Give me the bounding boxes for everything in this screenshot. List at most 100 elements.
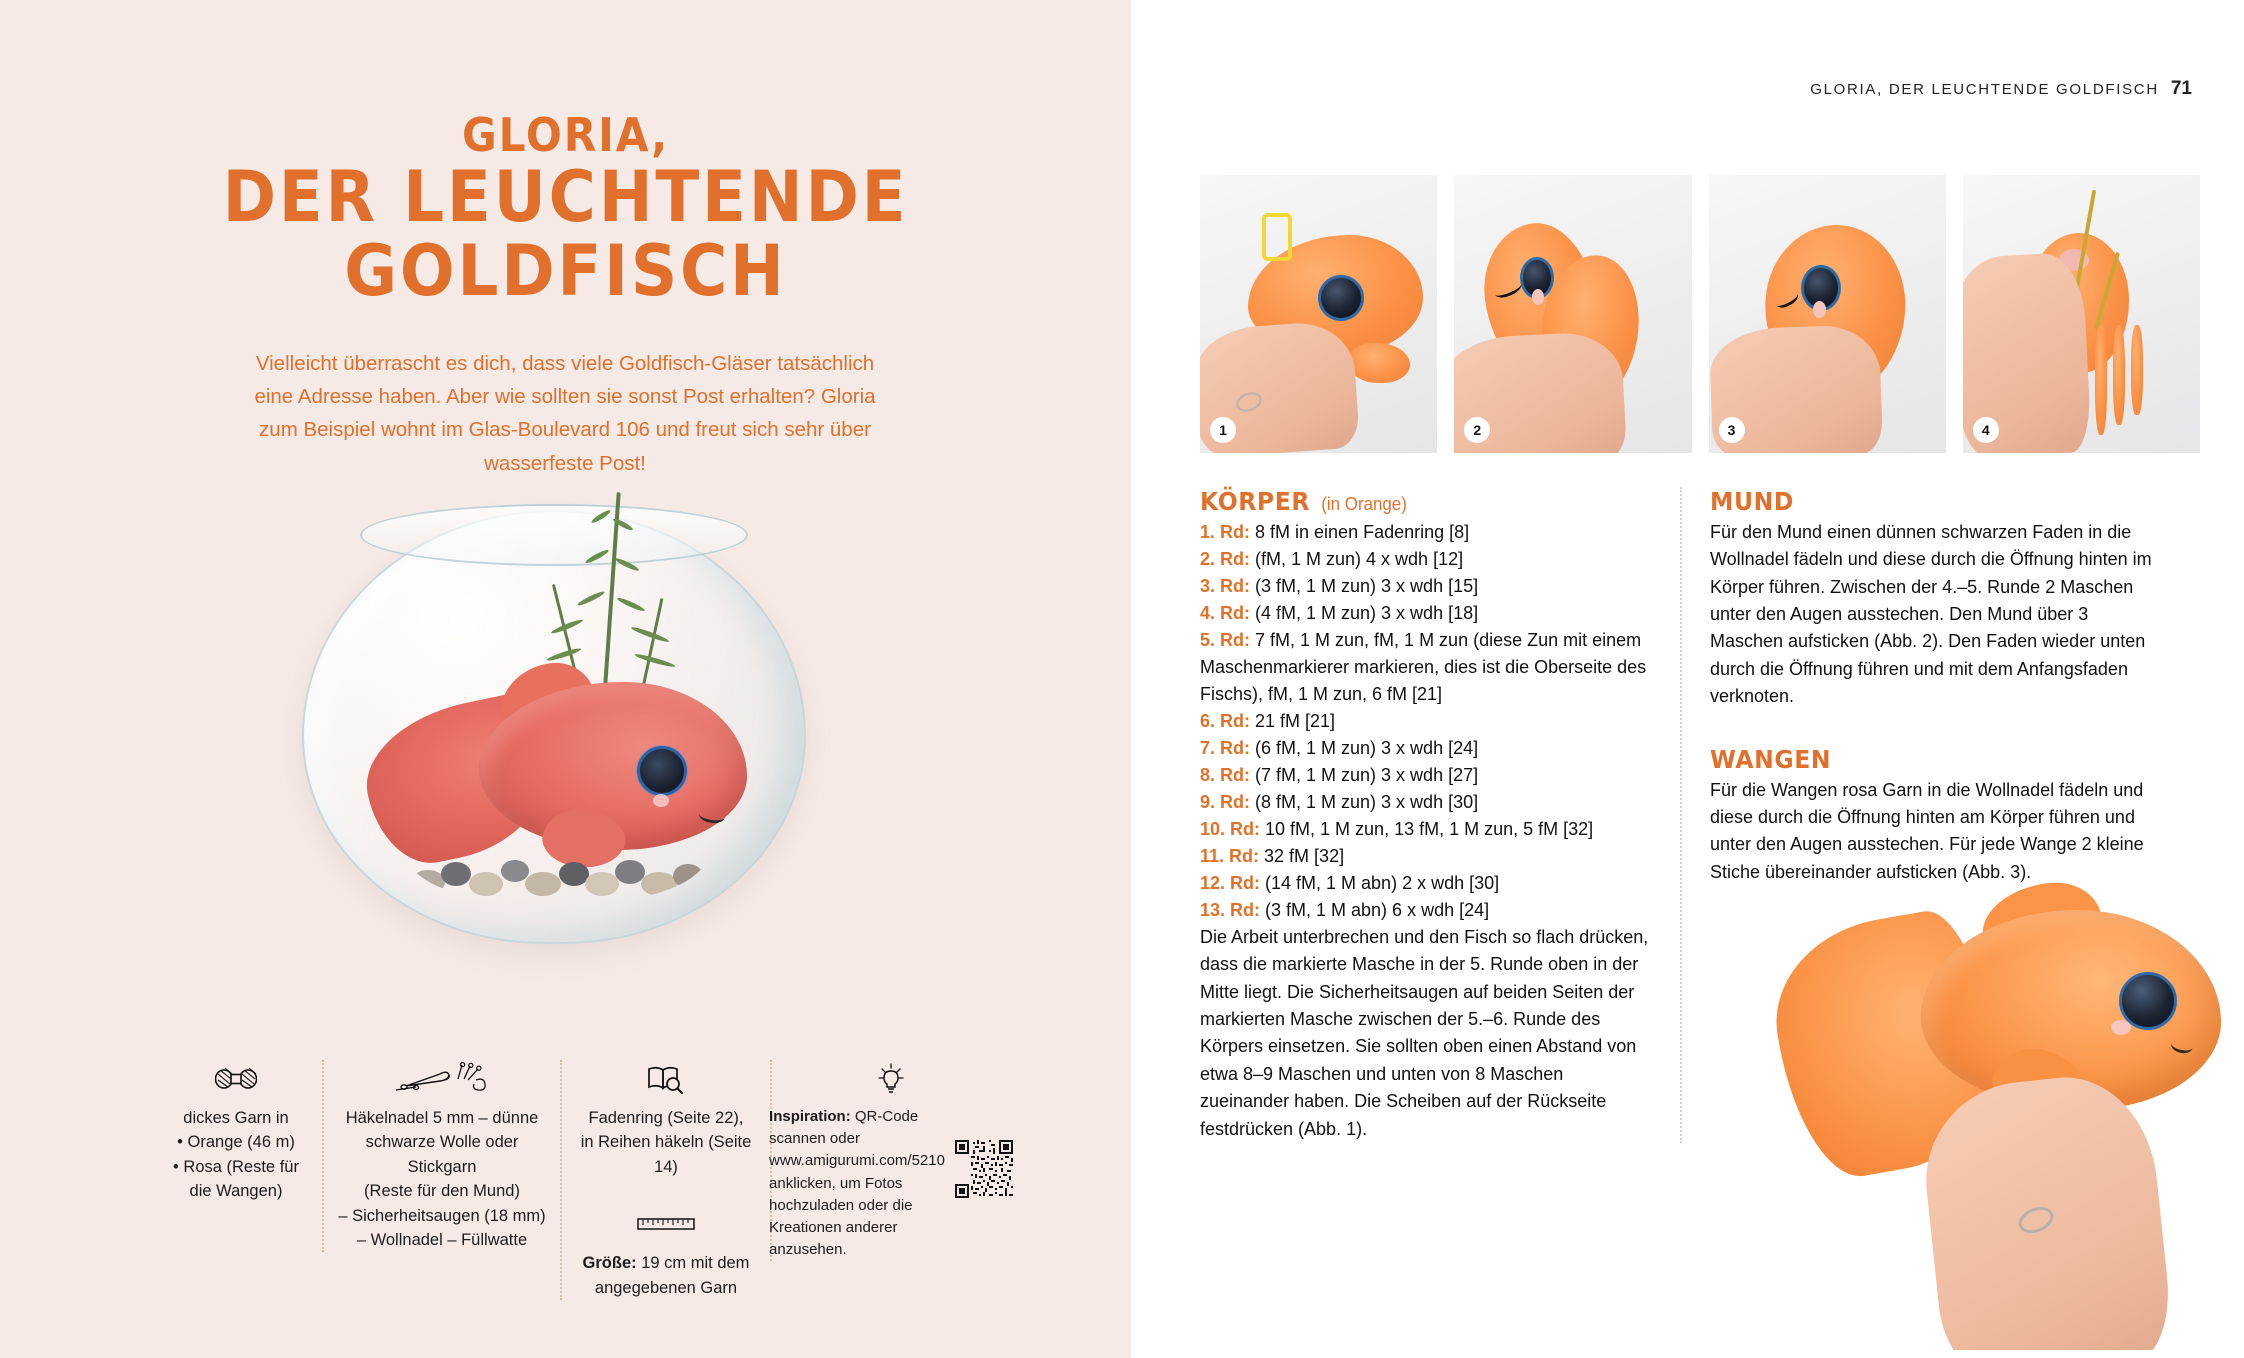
round-row: 7. Rd: (6 fM, 1 M zun) 3 x wdh [24] (1200, 735, 1654, 762)
round-label: 10. Rd: (1200, 819, 1261, 839)
running-head: GLORIA, DER LEUCHTENDE GOLDFISCH 71 (1810, 78, 2192, 100)
fishbowl-illustration (302, 470, 806, 950)
round-text: (6 fM, 1 M zun) 3 x wdh [24] (1250, 738, 1479, 758)
round-label: 13. Rd: (1200, 900, 1261, 920)
koerper-paragraph: Die Arbeit unterbrechen und den Fisch so… (1200, 927, 1649, 1139)
running-head-chapter: GLORIA, DER LEUCHTENDE GOLDFISCH (1810, 81, 2159, 98)
round-text: 8 fM in einen Fadenring [8] (1250, 522, 1470, 542)
round-row: 3. Rd: (3 fM, 1 M zun) 3 x wdh [15] (1200, 573, 1654, 600)
koerper-heading-text: KÖRPER (1200, 487, 1310, 516)
materials-tools-line-2: (Reste für den Mund) (364, 1182, 520, 1201)
materials-column-inspiration: Inspiration: QR-Code scannen oder www.am… (769, 1060, 1013, 1262)
inspiration-label: Inspiration: (769, 1108, 851, 1125)
round-label: 8. Rd: (1200, 765, 1251, 785)
round-row: 4. Rd: (4 fM, 1 M zun) 3 x wdh [18] (1200, 600, 1654, 627)
mund-paragraph: Für den Mund einen dünnen schwarzen Fade… (1710, 522, 2152, 707)
materials-tools-line-1: schwarze Wolle oder Stickgarn (365, 1133, 519, 1176)
materials-tools-text: Häkelnadel 5 mm – dünne schwarze Wolle o… (338, 1106, 546, 1252)
round-row: 10. Rd: 10 fM, 1 M zun, 13 fM, 1 M zun, … (1200, 816, 1654, 843)
inspiration-row: Inspiration: QR-Code scannen oder www.am… (769, 1106, 1013, 1261)
round-row: 11. Rd: 32 fM [32] (1200, 843, 1654, 870)
fish-cheek (653, 794, 669, 807)
materials-yarn-line-2: • Rosa (Reste für (173, 1157, 299, 1176)
round-label: 7. Rd: (1200, 738, 1251, 758)
materials-tools-line-4: – Wollnadel – Füllwatte (356, 1231, 528, 1250)
materials-size-text: Größe: 19 cm mit dem angegebenen Garn (576, 1251, 756, 1300)
step-photo-4: 4 (1962, 175, 2200, 453)
materials-row: dickes Garn in • Orange (46 m) • Rosa (R… (150, 1060, 1013, 1310)
materials-column-yarn: dickes Garn in • Orange (46 m) • Rosa (R… (150, 1060, 322, 1204)
step-photo-strip: 1 2 3 (1200, 175, 2200, 453)
materials-tools-line-3: – Sicherheitsaugen (18 mm) (338, 1206, 546, 1225)
column-koerper: KÖRPER (in Orange) 1. Rd: 8 fM in einen … (1200, 487, 1680, 1143)
pebbles (407, 842, 707, 904)
title-line-1: GLORIA, (462, 108, 669, 162)
round-label: 1. Rd: (1200, 522, 1251, 542)
materials-techniques-line-0: Fadenring (Seite 22), (588, 1109, 744, 1127)
materials-size-value: 19 cm mit dem angegebenen Garn (594, 1254, 750, 1297)
section-heading-wangen: WANGEN (1710, 745, 2137, 774)
inspiration-text-before: QR-Code scannen oder (769, 1108, 919, 1148)
step-badge-2: 2 (1464, 417, 1491, 443)
mund-heading-text: MUND (1710, 487, 1794, 516)
qr-code[interactable] (954, 1140, 1013, 1198)
ruler-icon (637, 1205, 695, 1243)
step-badge-1: 1 (1210, 417, 1236, 443)
round-row: 1. Rd: 8 fM in einen Fadenring [8] (1200, 519, 1654, 546)
intro-paragraph: Vielleicht überrascht es dich, dass viel… (254, 352, 876, 475)
round-label: 9. Rd: (1200, 792, 1251, 812)
round-label: 12. Rd: (1200, 873, 1261, 893)
round-row: 5. Rd: 7 fM, 1 M zun, fM, 1 M zun (diese… (1200, 627, 1654, 708)
materials-tools-line-0: Häkelnadel 5 mm – dünne (345, 1109, 539, 1127)
round-text: 10 fM, 1 M zun, 13 fM, 1 M zun, 5 fM [32… (1260, 819, 1594, 839)
materials-yarn-line-1: • Orange (46 m) (177, 1133, 295, 1152)
inspiration-text-after: anklicken, um Fotos hochzuladen oder die… (769, 1174, 913, 1259)
wangen-heading-text: WANGEN (1710, 744, 1832, 774)
koerper-subheading: (in Orange) (1321, 494, 1407, 514)
right-page: GLORIA, DER LEUCHTENDE GOLDFISCH 71 1 (1131, 0, 2244, 1358)
crochet-hook-icon (394, 1060, 490, 1098)
left-page: GLORIA, DER LEUCHTENDE GOLDFISCH Viellei… (0, 0, 1131, 1358)
round-row: 6. Rd: 21 fM [21] (1200, 708, 1654, 735)
wangen-paragraph: Für die Wangen rosa Garn in die Wollnade… (1710, 779, 2144, 882)
round-text: (4 fM, 1 M zun) 3 x wdh [18] (1250, 603, 1479, 623)
materials-column-techniques: Fadenring (Seite 22), in Reihen häkeln (… (560, 1060, 770, 1301)
materials-techniques-line-1: in Reihen häkeln (Seite 14) (580, 1133, 752, 1176)
round-text: 32 fM [32] (1259, 846, 1345, 866)
page-number: 71 (2170, 78, 2192, 99)
yarn-skein-icon (215, 1060, 257, 1098)
finished-goldfish-photo (1771, 880, 2241, 1350)
round-row: 8. Rd: (7 fM, 1 M zun) 3 x wdh [27] (1200, 762, 1654, 789)
step-photo-3: 3 (1708, 175, 1946, 453)
round-text: (8 fM, 1 M zun) 3 x wdh [30] (1250, 792, 1479, 812)
round-row: 12. Rd: (14 fM, 1 M abn) 2 x wdh [30] (1200, 870, 1654, 897)
round-text: 21 fM [21] (1250, 711, 1336, 731)
round-label: 11. Rd: (1200, 846, 1260, 866)
round-label: 6. Rd: (1200, 711, 1251, 731)
round-row: 13. Rd: (3 fM, 1 M abn) 6 x wdh [24] (1200, 897, 1654, 924)
page-title: GLORIA, DER LEUCHTENDE GOLDFISCH (0, 112, 1131, 308)
book-search-icon (646, 1060, 686, 1098)
hero-photo-fishbowl (196, 440, 908, 1052)
materials-size-label: Größe: (582, 1254, 637, 1273)
materials-yarn-line-0: dickes Garn in (183, 1109, 289, 1127)
title-line-2: DER LEUCHTENDE (222, 156, 909, 238)
crochet-goldfish-red (353, 657, 747, 880)
lightbulb-icon (874, 1060, 908, 1098)
round-label: 2. Rd: (1200, 549, 1251, 569)
step-photo-1: 1 (1200, 175, 1438, 453)
step-badge-4: 4 (1972, 417, 1999, 443)
goldfish-eye (2119, 972, 2177, 1030)
inspiration-link[interactable]: www.amigurumi.com/5210 (769, 1152, 945, 1170)
materials-yarn-text: dickes Garn in • Orange (46 m) • Rosa (R… (173, 1106, 299, 1204)
materials-techniques-text: Fadenring (Seite 22), in Reihen häkeln (… (576, 1106, 756, 1179)
title-line-3: GOLDFISCH (344, 230, 787, 313)
inspiration-text: Inspiration: QR-Code scannen oder www.am… (769, 1106, 945, 1261)
column-mund-wangen: MUND Für den Mund einen dünnen schwarzen… (1684, 487, 2164, 1143)
round-text: (3 fM, 1 M abn) 6 x wdh [24] (1260, 900, 1490, 920)
round-label: 3. Rd: (1200, 576, 1251, 596)
instruction-columns: KÖRPER (in Orange) 1. Rd: 8 fM in einen … (1200, 487, 2210, 1143)
round-text: (7 fM, 1 M zun) 3 x wdh [27] (1250, 765, 1479, 785)
materials-size-block: Größe: 19 cm mit dem angegebenen Garn (576, 1205, 756, 1300)
